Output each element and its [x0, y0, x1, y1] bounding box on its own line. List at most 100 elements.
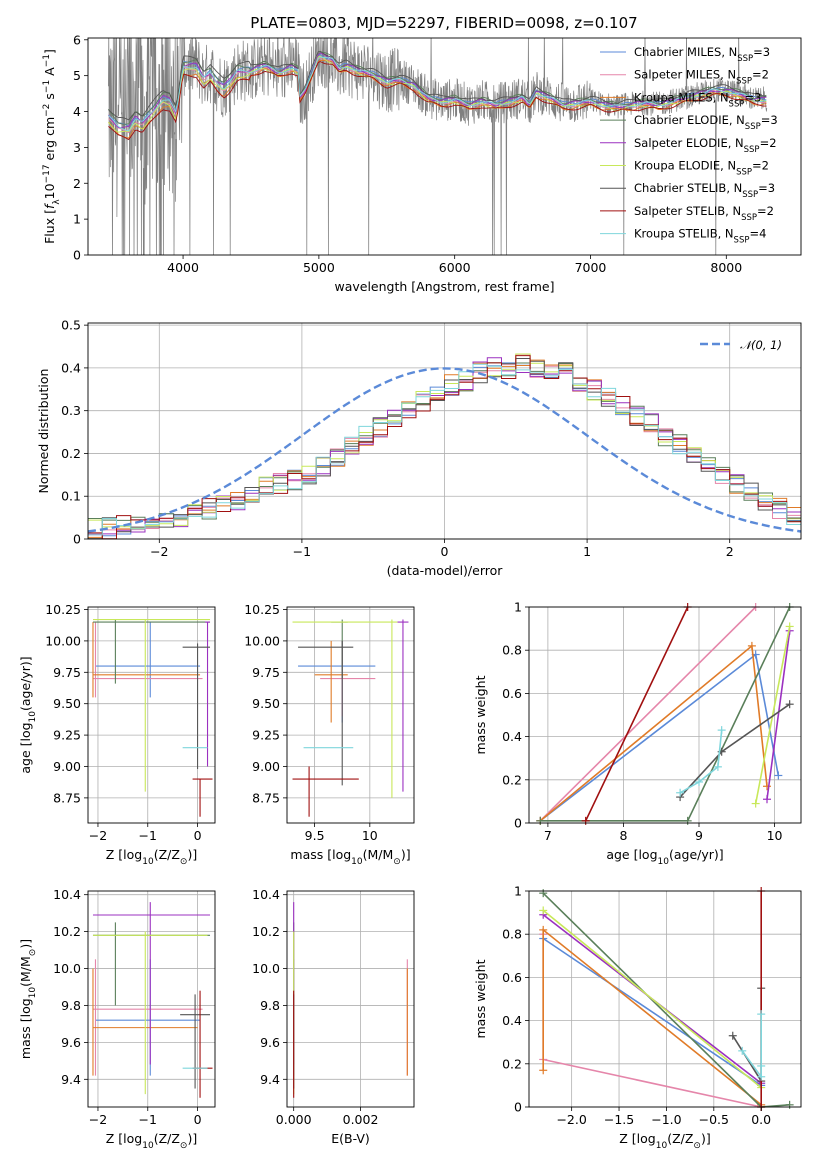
x-tick-label: 8	[619, 828, 627, 843]
axes-frame: 9.5 10 8.75 9.00 9.25 9.50 9.75 10.00 10.25 mass …	[244, 602, 415, 867]
error-bar-point	[314, 640, 348, 723]
error-bar-point	[92, 622, 203, 698]
weight-series	[536, 603, 760, 825]
axes-age-vs-mass: 9.5 10 8.75 9.00 9.25 9.50 9.75 10.00 10.25 mass …	[244, 602, 415, 867]
grid	[88, 607, 215, 823]
x-tick-label: 0.002	[343, 1112, 379, 1127]
y-tick-label: 10.0	[252, 961, 280, 976]
axes-weight-vs-age: 7 8 9 10 0 0.2 0.4 0.6 0.8 1 age [log10(age/yr)] ma…	[473, 600, 802, 867]
y-tick-label: 9.4	[260, 1072, 280, 1087]
weight-series	[738, 1010, 766, 1081]
y-tick-label: 2	[73, 176, 81, 191]
axes-frame: 4000 5000 6000 7000 8000 0 1 2 3 4 5 6 Chabrier MILE…	[42, 32, 802, 294]
legend-label-gaussian: 𝒩(0, 1)	[740, 338, 782, 352]
legend-entry-label: Salpeter STELIB, NSSP=2	[634, 204, 774, 223]
grid	[287, 607, 414, 823]
model-spectrum-line	[108, 50, 767, 121]
y-tick-label: 0	[73, 532, 81, 547]
plot-area	[87, 353, 802, 540]
error-bar-point	[92, 619, 211, 792]
y-tick-label: 9.8	[260, 998, 280, 1013]
error-bar-point	[292, 766, 359, 817]
legend-entry-label: Kroupa STELIB, NSSP=4	[634, 227, 766, 246]
weight-series	[676, 726, 726, 797]
y-axis-label: mass [log10(M/M⊙)]	[18, 939, 38, 1059]
x-tick-label: −1	[139, 828, 157, 843]
x-axis-label: E(B-V)	[331, 1131, 370, 1146]
x-tick-label: −1	[139, 1112, 157, 1127]
x-tick-label: 0	[441, 544, 449, 559]
y-tick-label: 0.2	[502, 1056, 522, 1071]
weight-line	[542, 928, 762, 1106]
axes-border	[286, 890, 415, 1108]
y-tick-label: 9.75	[53, 665, 81, 680]
y-tick-label: 10.2	[53, 924, 81, 939]
weight-line	[542, 909, 762, 1089]
grid	[88, 323, 801, 540]
plot-area	[292, 619, 409, 817]
x-tick-label: 7000	[575, 260, 607, 275]
y-axis-label: age [log10(age/yr)]	[18, 656, 38, 773]
weight-line	[679, 730, 723, 794]
weight-line	[584, 606, 689, 822]
x-tick-label: −1	[293, 544, 311, 559]
y-tick-label: 0.1	[61, 489, 81, 504]
y-tick-label: 0.4	[61, 360, 81, 375]
model-spectrum-line	[108, 61, 767, 141]
y-tick-label: 6	[73, 32, 81, 47]
weight-series	[536, 650, 783, 825]
y-tick-label: 10.2	[252, 924, 280, 939]
y-tick-label: 0.6	[502, 970, 522, 985]
y-tick-label: 0.8	[502, 643, 522, 658]
y-tick-label: 10.0	[53, 961, 81, 976]
axes-frame: −2 −1 0 9.4 9.6 9.8 10.0 10.2 10.4 Z [log10(Z/Z⊙)…	[18, 887, 216, 1151]
y-tick-label: 0.2	[61, 446, 81, 461]
error-bar-point	[95, 622, 201, 698]
x-tick-label: 10	[362, 828, 378, 843]
error-bar-point	[92, 931, 208, 1095]
error-bar-point	[92, 622, 201, 698]
x-tick-label: −2	[89, 1112, 107, 1127]
x-axis-label: (data-model)/error	[387, 563, 504, 578]
plot-area	[92, 902, 213, 1098]
y-tick-label: 0.3	[61, 403, 81, 418]
axes-age-vs-Z: −2 −1 0 8.75 9.00 9.25 9.50 9.75 10.00 10.25 Z [lo…	[18, 602, 216, 867]
y-tick-label: 9.00	[53, 759, 81, 774]
x-tick-label: 4000	[167, 260, 199, 275]
x-tick-label: 1	[583, 544, 591, 559]
axes-border	[286, 606, 415, 824]
axes-mass-vs-ebv: 0.000 0.002 9.4 9.6 9.8 10.0 10.2 10.4 E(B-V)	[252, 887, 415, 1146]
x-tick-label: 8000	[710, 260, 742, 275]
y-tick-label: 10.4	[252, 887, 280, 902]
axes-spectrum: 4000 5000 6000 7000 8000 0 1 2 3 4 5 6 Chabrier MILE…	[42, 32, 802, 294]
error-bar-point	[92, 619, 211, 684]
y-tick-label: 9.6	[61, 1035, 81, 1050]
plot-area	[536, 603, 794, 825]
histogram-step-line	[88, 355, 801, 540]
x-tick-label: 9.5	[305, 828, 325, 843]
y-tick-label: 9.50	[252, 696, 280, 711]
y-tick-label: 10.00	[244, 633, 280, 648]
y-tick-label: 8.75	[53, 790, 81, 805]
x-tick-label: 7	[544, 828, 552, 843]
y-tick-label: 10.4	[53, 887, 81, 902]
legend: Chabrier MILES, NSSP=3 Salpeter MILES, NS…	[600, 45, 778, 246]
axes-border	[528, 606, 802, 824]
axes-border	[87, 606, 216, 824]
y-tick-label: 9.75	[252, 665, 280, 680]
y-tick-label: 9.8	[61, 998, 81, 1013]
y-tick-label: 0	[514, 1100, 522, 1115]
y-tick-label: 3	[73, 140, 81, 155]
y-tick-label: 10.25	[45, 602, 81, 617]
x-axis-label: Z [log10(Z/Z⊙)]	[106, 847, 197, 867]
weight-series	[581, 603, 692, 825]
axes-border	[87, 37, 802, 256]
y-tick-label: 1	[514, 884, 522, 899]
y-tick-label: 0	[514, 816, 522, 831]
y-tick-label: 9.25	[53, 728, 81, 743]
error-bar-point	[205, 621, 211, 767]
x-tick-label: 10	[767, 828, 783, 843]
y-tick-label: 9.4	[61, 1072, 81, 1087]
axes-border	[87, 322, 802, 540]
y-axis-label: Flux [fλ10−17 erg cm−2 s−1 A−1]	[42, 49, 62, 244]
